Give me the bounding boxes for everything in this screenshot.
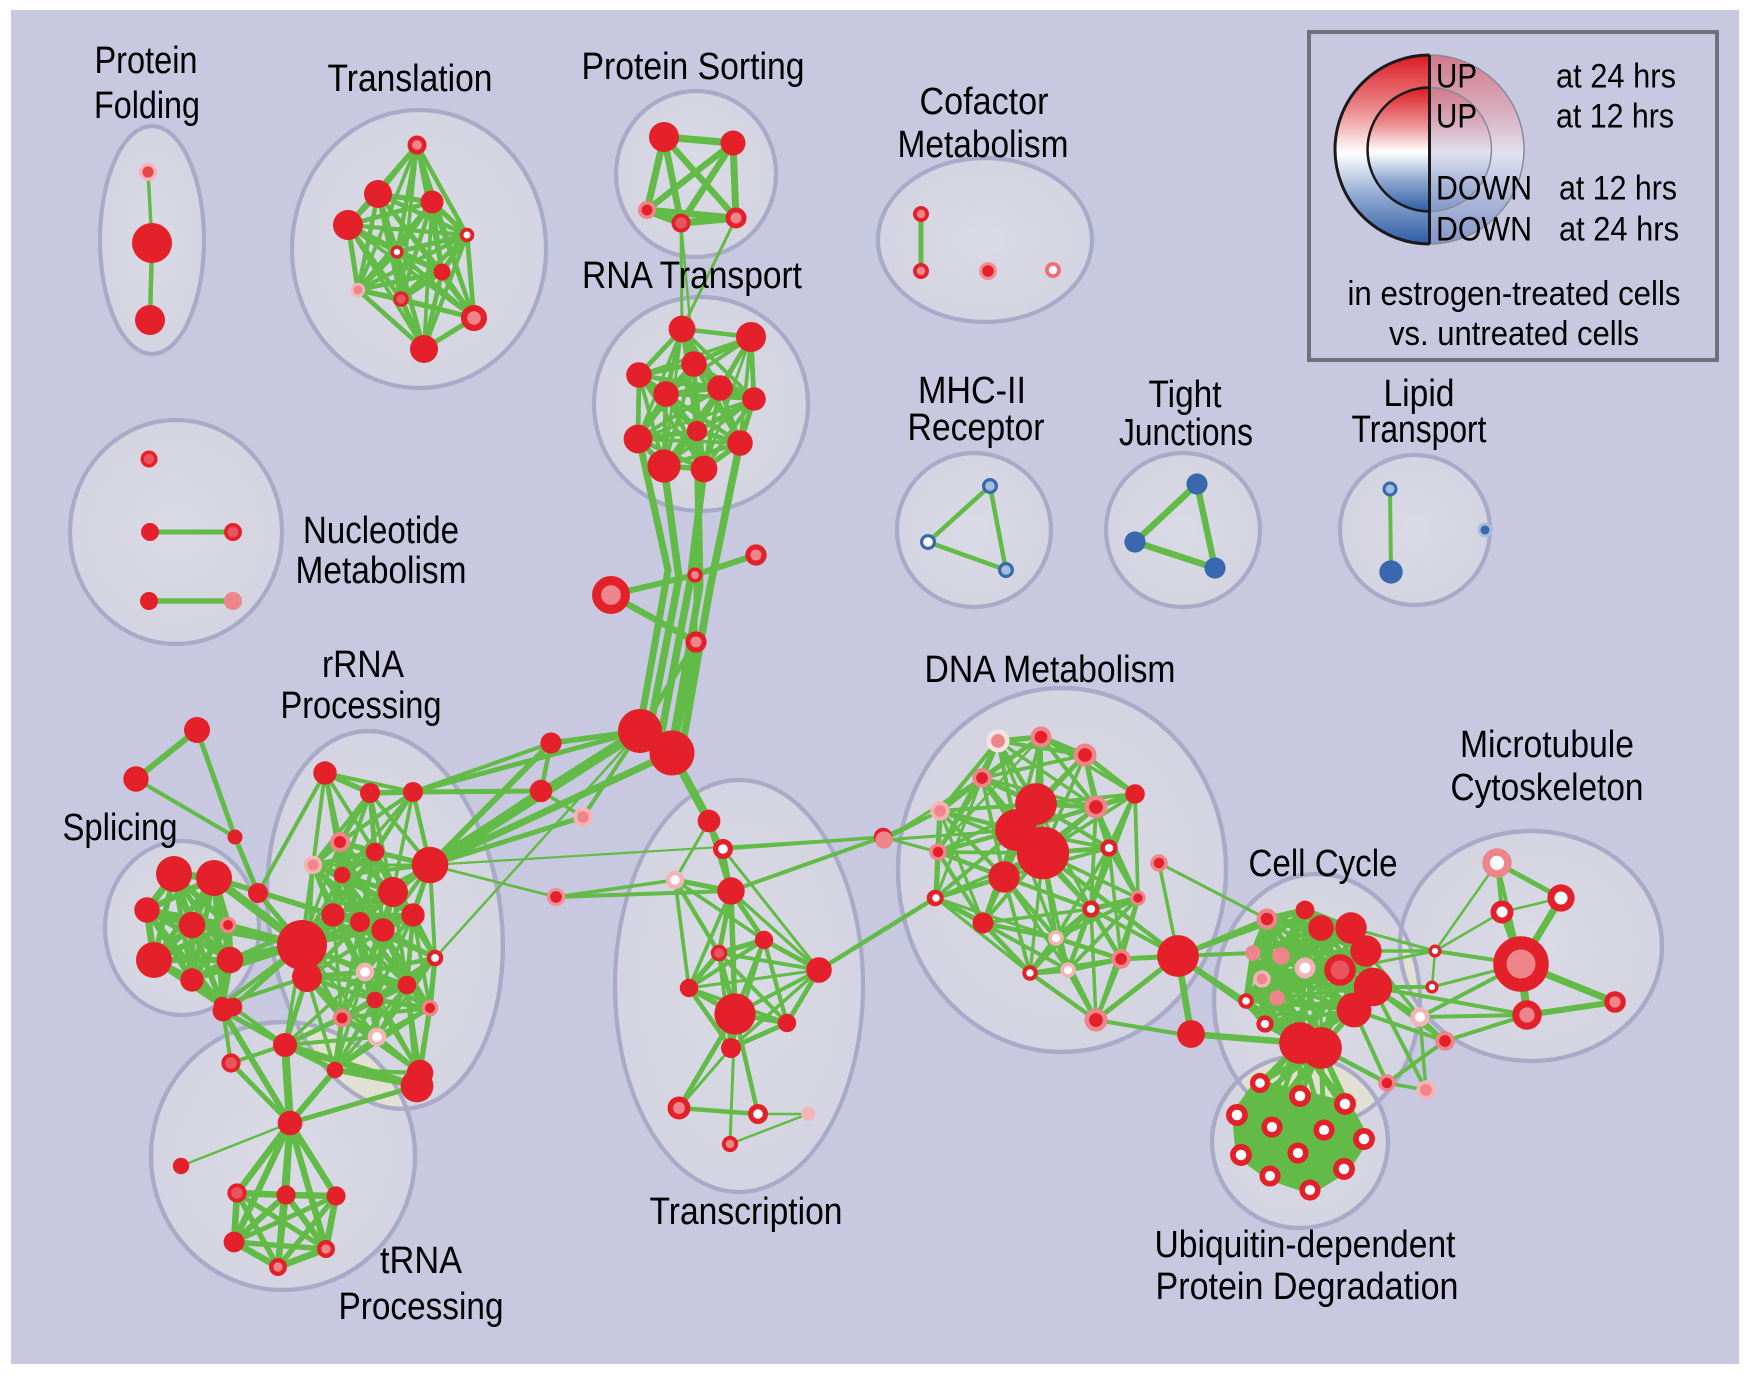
svg-text:vs. untreated cells: vs. untreated cells <box>1389 315 1639 353</box>
svg-text:at 12 hrs: at 12 hrs <box>1559 170 1677 208</box>
svg-text:UP: UP <box>1436 58 1477 96</box>
svg-text:at 24 hrs: at 24 hrs <box>1556 58 1676 96</box>
svg-text:Transcription: Transcription <box>650 1191 843 1233</box>
svg-text:Translation: Translation <box>328 58 493 100</box>
svg-text:Ubiquitin-dependent: Ubiquitin-dependent <box>1155 1224 1456 1266</box>
svg-text:Splicing: Splicing <box>63 807 178 849</box>
svg-text:UP: UP <box>1436 98 1477 136</box>
svg-text:Transport: Transport <box>1352 409 1487 451</box>
svg-text:Folding: Folding <box>94 85 200 127</box>
svg-text:at 24 hrs: at 24 hrs <box>1559 211 1679 249</box>
svg-text:Metabolism: Metabolism <box>296 550 467 592</box>
svg-text:Cofactor: Cofactor <box>920 81 1049 123</box>
svg-text:Junctions: Junctions <box>1119 412 1253 454</box>
svg-text:Cell Cycle: Cell Cycle <box>1249 843 1398 885</box>
svg-text:Processing: Processing <box>339 1286 504 1328</box>
svg-text:in estrogen-treated cells: in estrogen-treated cells <box>1348 275 1681 313</box>
svg-text:at 12 hrs: at 12 hrs <box>1556 98 1674 136</box>
svg-text:Protein Sorting: Protein Sorting <box>582 46 805 88</box>
svg-text:Metabolism: Metabolism <box>898 124 1069 166</box>
svg-text:Protein Degradation: Protein Degradation <box>1156 1266 1459 1308</box>
svg-text:Cytoskeleton: Cytoskeleton <box>1451 767 1644 809</box>
svg-text:MHC-II: MHC-II <box>918 370 1026 412</box>
svg-text:Protein: Protein <box>95 40 198 82</box>
svg-text:DOWN: DOWN <box>1436 211 1532 249</box>
svg-text:RNA Transport: RNA Transport <box>582 255 802 297</box>
svg-text:rRNA: rRNA <box>322 644 405 686</box>
svg-text:Receptor: Receptor <box>908 407 1045 449</box>
svg-text:Nucleotide: Nucleotide <box>303 510 459 552</box>
svg-text:Processing: Processing <box>281 685 442 727</box>
svg-text:DNA Metabolism: DNA Metabolism <box>925 649 1176 691</box>
svg-text:Tight: Tight <box>1149 374 1222 416</box>
svg-text:tRNA: tRNA <box>380 1240 463 1282</box>
svg-text:Microtubule: Microtubule <box>1460 724 1634 766</box>
svg-text:Lipid: Lipid <box>1384 373 1455 415</box>
svg-text:DOWN: DOWN <box>1436 170 1532 208</box>
